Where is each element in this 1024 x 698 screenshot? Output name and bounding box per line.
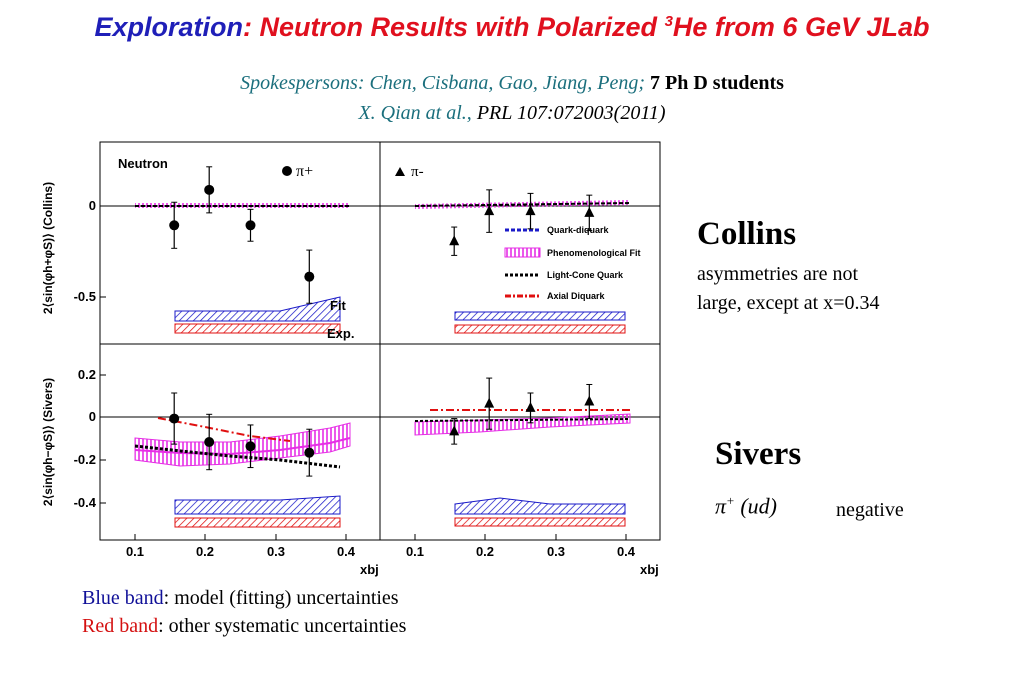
sivers-heading: Sivers xyxy=(715,436,802,472)
tick-marks xyxy=(100,205,627,540)
legend-quark-diquark: Quark-diquark xyxy=(547,225,610,235)
data-point xyxy=(484,205,495,216)
red-band-label: Red band xyxy=(82,615,159,637)
collins-line-1: asymmetries are not xyxy=(697,263,859,285)
data-point xyxy=(169,220,180,231)
pi-plus-legend-marker xyxy=(282,166,292,176)
data-point xyxy=(484,397,495,408)
data-point xyxy=(204,437,215,447)
pi-plus-label: π+ xyxy=(296,163,313,180)
data-point xyxy=(304,447,315,458)
data-point xyxy=(245,220,256,231)
pi-minus-legend-marker xyxy=(395,167,405,176)
xtick-left-03: 0.3 xyxy=(267,544,285,559)
collins-line-2: large, except at x=0.34 xyxy=(697,292,880,314)
blue-band-label: Blue band xyxy=(82,587,164,609)
data-point xyxy=(584,395,595,406)
spokespersons-line: Spokespersons: Chen, Cisbana, Gao, Jiang… xyxy=(0,72,1024,95)
band-legend: Blue band: model (fitting) uncertainties… xyxy=(82,584,406,640)
ytick-collins-m05: -0.5 xyxy=(74,289,96,304)
ytick-collins-0: 0 xyxy=(89,198,96,213)
reference-line: X. Qian at al., PRL 107:072003(2011) xyxy=(0,102,1024,125)
data-point xyxy=(169,413,180,424)
formula-sup: + xyxy=(726,493,735,508)
sivers-minus-models xyxy=(414,409,631,436)
collins-plus-models xyxy=(135,203,350,208)
red-band-text: : other systematic uncertainties xyxy=(158,615,407,637)
data-points xyxy=(169,166,595,477)
legend-axial-diquark: Axial Diquark xyxy=(547,291,606,301)
formula-paren: (ud) xyxy=(734,493,777,519)
ref-authors: X. Qian at al., xyxy=(358,102,472,124)
xtick-right-01: 0.1 xyxy=(406,544,424,559)
ylabel-sivers: 2⟨sin(φh−φS)⟩ (Sivers) xyxy=(41,378,55,506)
panel-frames xyxy=(99,141,661,541)
ylabel-collins: 2⟨sin(φh+φS)⟩ (Collins) xyxy=(41,182,55,314)
xtick-left-01: 0.1 xyxy=(126,544,144,559)
title-superscript: 3 xyxy=(664,13,673,30)
data-point xyxy=(304,271,315,282)
model-legend: Quark-diquark Phenomenological Fit Light… xyxy=(504,225,641,301)
neutron-label: Neutron xyxy=(118,156,168,171)
title-exploration: Exploration xyxy=(94,12,243,42)
collins-text: asymmetries are not large, except at x=0… xyxy=(697,260,880,318)
negative-text: negative xyxy=(836,499,904,521)
xtick-right-04: 0.4 xyxy=(617,544,636,559)
data-point xyxy=(449,425,460,436)
blue-band-text: : model (fitting) uncertainties xyxy=(163,587,399,609)
data-point xyxy=(245,441,256,452)
spokespersons: Spokespersons: Chen, Cisbana, Gao, Jiang… xyxy=(240,72,646,94)
pi-minus-label: π- xyxy=(411,164,424,180)
ytick-sivers-m02: -0.2 xyxy=(74,452,96,467)
data-point xyxy=(449,235,460,246)
xlabel-right: xbj xyxy=(640,562,659,577)
ref-journal: PRL 107:072003(2011) xyxy=(471,102,666,124)
data-point xyxy=(525,401,536,412)
students: 7 Ph D students xyxy=(645,72,784,94)
fit-label: Fit xyxy=(330,298,347,313)
collins-heading: Collins xyxy=(697,216,797,252)
data-point xyxy=(525,205,536,216)
figure: 0 -0.5 0.2 0 -0.2 -0.4 0.1 0.2 0.3 0.4 0… xyxy=(41,141,661,577)
red-band-line: Red band: other systematic uncertainties xyxy=(82,612,406,640)
legend-light-cone-quark: Light-Cone Quark xyxy=(547,270,624,280)
xtick-right-03: 0.3 xyxy=(547,544,565,559)
xtick-left-04: 0.4 xyxy=(337,544,356,559)
title-main: Neutron Results with Polarized xyxy=(252,12,665,42)
blue-band-line: Blue band: model (fitting) uncertainties xyxy=(82,584,406,612)
title-end: He from 6 GeV JLab xyxy=(672,12,930,42)
legend-phenomenological-fit: Phenomenological Fit xyxy=(547,248,641,258)
ytick-sivers-0: 0 xyxy=(89,409,96,424)
sivers-plus-models xyxy=(134,417,351,469)
xlabel-left: xbj xyxy=(360,562,379,577)
exp-label: Exp. xyxy=(327,326,354,341)
ytick-sivers-02: 0.2 xyxy=(78,367,96,382)
data-point xyxy=(204,184,215,195)
uncertainty-bands xyxy=(174,296,626,528)
xtick-right-02: 0.2 xyxy=(476,544,494,559)
collins-minus-models xyxy=(414,200,631,209)
xtick-left-02: 0.2 xyxy=(196,544,214,559)
ytick-sivers-m04: -0.4 xyxy=(74,495,97,510)
slide-title: Exploration: Neutron Results with Polari… xyxy=(0,12,1024,43)
data-point xyxy=(584,206,595,217)
title-colon: : xyxy=(243,12,252,42)
pi-plus-formula: π+ (ud) xyxy=(715,493,777,519)
formula-pi: π xyxy=(715,493,727,519)
